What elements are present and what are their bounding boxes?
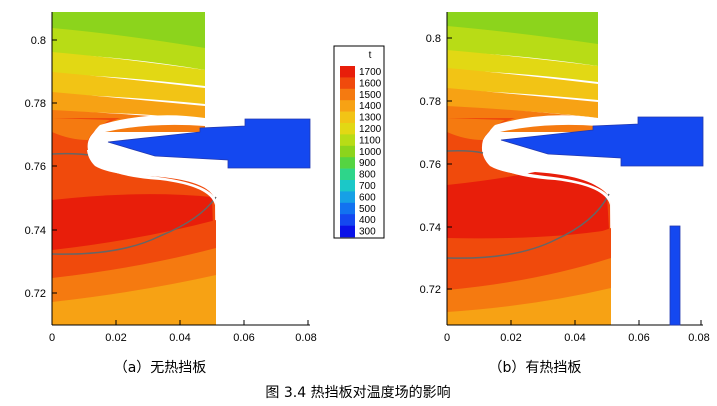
x-tick-label: 0 bbox=[444, 332, 450, 344]
legend-level-label: 700 bbox=[359, 181, 376, 192]
legend-swatch bbox=[340, 123, 355, 135]
panel-b-meniscus-gap bbox=[484, 115, 610, 205]
panel-a-label: （a）无热挡板 bbox=[114, 360, 207, 376]
y-tick-label: 0.78 bbox=[25, 98, 46, 110]
panel-a-interface-line bbox=[51, 152, 89, 156]
x-tick-label: 0.06 bbox=[233, 332, 254, 344]
panel-b-label: （b）有热挡板 bbox=[489, 360, 582, 376]
panel-b-x-ticks: 0 0.02 0.04 0.06 0.08 bbox=[444, 320, 710, 344]
legend-level-label: 500 bbox=[359, 204, 376, 215]
legend-level-label: 1000 bbox=[359, 147, 382, 158]
legend-level-label: 1700 bbox=[359, 67, 382, 78]
legend-level-label: 1500 bbox=[359, 90, 382, 101]
legend-level-label: 400 bbox=[359, 215, 376, 226]
legend-swatch bbox=[340, 111, 355, 124]
x-tick-label: 0.02 bbox=[105, 332, 126, 344]
panel-a-heater bbox=[107, 118, 311, 169]
color-legend: t 17001600150014001300120011001000900800… bbox=[333, 45, 385, 239]
legend-swatch bbox=[340, 77, 355, 90]
panel-b-interface-line bbox=[446, 150, 484, 154]
legend-level-label: 600 bbox=[359, 192, 376, 203]
panel-a-upper-bands bbox=[52, 12, 205, 132]
legend-swatch bbox=[340, 168, 355, 181]
legend-swatch bbox=[340, 225, 355, 238]
legend-level-label: 1400 bbox=[359, 101, 382, 112]
x-tick-label: 0.02 bbox=[500, 332, 521, 344]
x-tick-label: 0.08 bbox=[295, 332, 316, 344]
y-tick-label: 0.72 bbox=[25, 288, 46, 300]
y-tick-label: 0.76 bbox=[25, 161, 46, 173]
legend-swatch bbox=[340, 214, 355, 226]
panel-a-meniscus-gap bbox=[89, 115, 215, 205]
panel-a-y-ticks: 0.8 0.78 0.76 0.74 0.72 bbox=[25, 35, 57, 300]
panel-a-band-1400 bbox=[52, 275, 216, 325]
panel-b-hot-core bbox=[447, 172, 609, 239]
legend-swatches: 1700160015001400130012001100100090080070… bbox=[340, 66, 382, 238]
y-tick-label: 0.78 bbox=[420, 96, 441, 108]
panel-a-left-band2 bbox=[52, 118, 110, 140]
legend-swatch bbox=[340, 66, 355, 78]
panel-b-y-ticks: 0.8 0.78 0.76 0.74 0.72 bbox=[420, 33, 452, 296]
panel-b-solidification-line bbox=[446, 193, 610, 259]
legend-level-label: 1200 bbox=[359, 124, 382, 135]
panel-a-x-ticks: 0 0.02 0.04 0.06 0.08 bbox=[49, 320, 317, 344]
y-tick-label: 0.74 bbox=[25, 225, 46, 237]
y-tick-label: 0.8 bbox=[426, 33, 441, 45]
legend-swatch bbox=[340, 134, 355, 147]
x-tick-label: 0 bbox=[49, 332, 55, 344]
figure-caption: 图 3.4 热挡板对温度场的影响 bbox=[265, 385, 450, 401]
panel-a: 0.8 0.78 0.76 0.74 0.72 0 0.02 0.04 0.06… bbox=[25, 12, 317, 376]
panel-b-left-band bbox=[447, 118, 505, 140]
x-tick-label: 0.06 bbox=[628, 332, 649, 344]
panel-b-heater bbox=[500, 116, 704, 167]
legend-level-label: 900 bbox=[359, 158, 376, 169]
legend-swatch bbox=[340, 157, 355, 169]
x-tick-label: 0.08 bbox=[688, 332, 709, 344]
legend-swatch bbox=[340, 191, 355, 204]
y-tick-label: 0.76 bbox=[420, 159, 441, 171]
y-tick-label: 0.8 bbox=[31, 35, 46, 47]
legend-swatch bbox=[340, 202, 355, 215]
panel-b: 0.8 0.78 0.76 0.74 0.72 0 0.02 0.04 0.06… bbox=[420, 12, 710, 376]
legend-swatch bbox=[340, 180, 355, 192]
y-tick-label: 0.74 bbox=[420, 222, 441, 234]
panel-b-band-1400 bbox=[447, 288, 611, 325]
legend-title: t bbox=[369, 50, 372, 61]
legend-swatch bbox=[340, 145, 355, 158]
legend-level-label: 300 bbox=[359, 227, 376, 238]
legend-level-label: 800 bbox=[359, 170, 376, 181]
x-tick-label: 0.04 bbox=[564, 332, 585, 344]
x-tick-label: 0.04 bbox=[169, 332, 190, 344]
legend-swatch bbox=[340, 100, 355, 112]
legend-level-label: 1300 bbox=[359, 113, 382, 124]
panel-b-upper-bands bbox=[447, 12, 598, 132]
y-tick-label: 0.72 bbox=[420, 284, 441, 296]
panel-a-solidification-line bbox=[51, 196, 217, 255]
legend-level-label: 1100 bbox=[359, 135, 381, 146]
legend-level-label: 1600 bbox=[359, 78, 382, 89]
panel-b-heat-shield bbox=[669, 225, 681, 326]
legend-swatch bbox=[340, 88, 355, 101]
